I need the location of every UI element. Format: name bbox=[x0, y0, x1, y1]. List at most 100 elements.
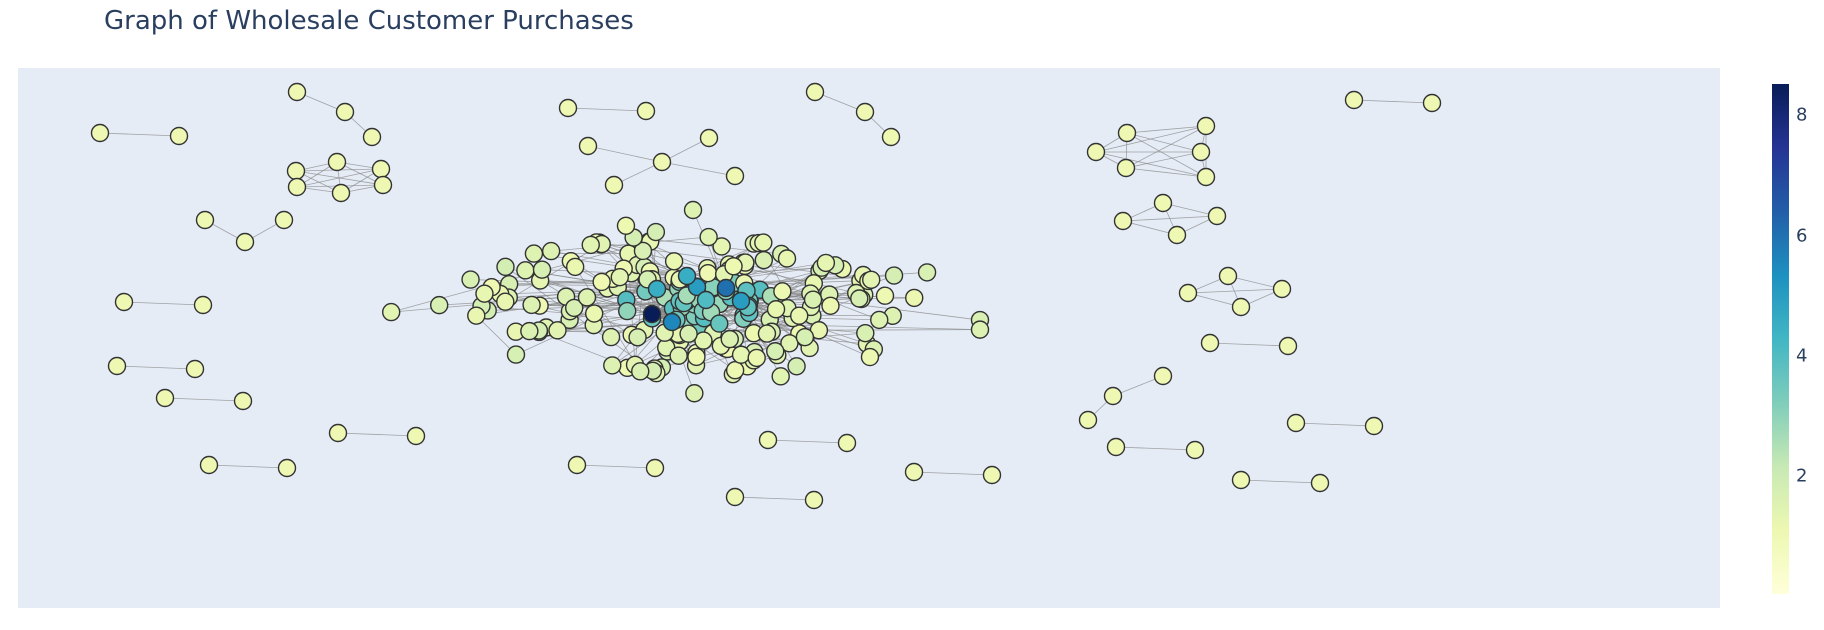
graph-node[interactable] bbox=[277, 458, 297, 478]
graph-node[interactable] bbox=[604, 175, 624, 195]
graph-node[interactable] bbox=[652, 152, 672, 172]
graph-node[interactable] bbox=[107, 356, 127, 376]
graph-node[interactable] bbox=[850, 289, 869, 308]
graph-node[interactable] bbox=[710, 314, 729, 333]
graph-node[interactable] bbox=[837, 433, 857, 453]
graph-node[interactable] bbox=[193, 295, 213, 315]
graph-node[interactable] bbox=[698, 263, 718, 283]
graph-node[interactable] bbox=[687, 347, 706, 367]
graph-node[interactable] bbox=[1286, 413, 1306, 433]
graph-node[interactable] bbox=[287, 82, 307, 102]
graph-node[interactable] bbox=[286, 161, 306, 181]
graph-node[interactable] bbox=[870, 310, 889, 330]
graph-node[interactable] bbox=[584, 304, 604, 323]
graph-node[interactable] bbox=[567, 455, 587, 475]
graph-node[interactable] bbox=[725, 361, 745, 380]
graph-node[interactable] bbox=[679, 324, 698, 343]
graph-node[interactable] bbox=[875, 286, 895, 305]
graph-node[interactable] bbox=[1113, 211, 1133, 231]
graph-node[interactable] bbox=[725, 166, 745, 186]
graph-node[interactable] bbox=[1153, 366, 1173, 386]
graph-node[interactable] bbox=[1178, 283, 1198, 303]
graph-node[interactable] bbox=[532, 260, 552, 279]
graph-node[interactable] bbox=[716, 278, 736, 298]
graph-node[interactable] bbox=[1196, 116, 1216, 136]
graph-node[interactable] bbox=[1278, 336, 1298, 356]
graph-node[interactable] bbox=[430, 295, 449, 315]
graph-node[interactable] bbox=[970, 320, 990, 339]
graph-node[interactable] bbox=[731, 291, 751, 311]
graph-node[interactable] bbox=[1422, 93, 1442, 113]
graph-node[interactable] bbox=[683, 200, 703, 220]
graph-node[interactable] bbox=[712, 237, 731, 256]
graph-node[interactable] bbox=[522, 295, 541, 315]
graph-node[interactable] bbox=[371, 159, 391, 179]
graph-node[interactable] bbox=[747, 348, 766, 368]
graph-node[interactable] bbox=[618, 301, 637, 321]
graph-node[interactable] bbox=[1310, 473, 1330, 493]
graph-node[interactable] bbox=[1196, 167, 1216, 187]
graph-node[interactable] bbox=[467, 306, 486, 325]
graph-node[interactable] bbox=[1364, 416, 1384, 436]
graph-node[interactable] bbox=[757, 324, 777, 343]
graph-node[interactable] bbox=[758, 430, 778, 450]
graph-node[interactable] bbox=[406, 426, 426, 446]
graph-node[interactable] bbox=[461, 270, 480, 289]
graph-node[interactable] bbox=[381, 302, 401, 322]
graph-node[interactable] bbox=[724, 257, 743, 276]
graph-node[interactable] bbox=[754, 250, 774, 270]
graph-node[interactable] bbox=[475, 284, 494, 303]
graph-node[interactable] bbox=[328, 423, 348, 443]
graph-node[interactable] bbox=[601, 327, 621, 347]
graph-node[interactable] bbox=[696, 290, 716, 310]
graph-node[interactable] bbox=[610, 267, 629, 287]
graph-node[interactable] bbox=[628, 328, 647, 347]
graph-node[interactable] bbox=[195, 210, 215, 230]
graph-node[interactable] bbox=[564, 298, 584, 318]
graph-node[interactable] bbox=[645, 458, 665, 478]
graph-node[interactable] bbox=[520, 321, 539, 341]
graph-node[interactable] bbox=[524, 244, 544, 263]
graph-node[interactable] bbox=[862, 270, 881, 289]
graph-node[interactable] bbox=[766, 342, 785, 361]
network-plot[interactable] bbox=[18, 68, 1720, 608]
graph-node[interactable] bbox=[1231, 470, 1251, 490]
graph-node[interactable] bbox=[558, 98, 578, 118]
graph-node[interactable] bbox=[565, 257, 585, 277]
graph-node[interactable] bbox=[496, 257, 515, 277]
graph-node[interactable] bbox=[685, 384, 704, 403]
graph-node[interactable] bbox=[1272, 279, 1292, 299]
graph-node[interactable] bbox=[1117, 123, 1137, 143]
graph-node[interactable] bbox=[699, 128, 719, 148]
graph-node[interactable] bbox=[855, 102, 875, 122]
graph-node[interactable] bbox=[592, 272, 611, 292]
graph-node[interactable] bbox=[662, 312, 682, 332]
graph-node[interactable] bbox=[541, 241, 561, 261]
graph-node[interactable] bbox=[581, 235, 600, 255]
graph-node[interactable] bbox=[199, 455, 219, 475]
graph-node[interactable] bbox=[720, 329, 739, 349]
graph-node[interactable] bbox=[233, 391, 253, 411]
graph-node[interactable] bbox=[1231, 297, 1251, 317]
graph-node[interactable] bbox=[804, 490, 824, 510]
graph-node[interactable] bbox=[603, 356, 622, 375]
graph-node[interactable] bbox=[516, 261, 535, 280]
graph-node[interactable] bbox=[699, 227, 718, 247]
graph-node[interactable] bbox=[677, 266, 697, 286]
graph-node[interactable] bbox=[331, 183, 351, 203]
graph-node[interactable] bbox=[816, 253, 836, 273]
graph-node[interactable] bbox=[185, 359, 205, 379]
graph-node[interactable] bbox=[631, 362, 650, 381]
graph-node[interactable] bbox=[1207, 206, 1227, 226]
graph-node[interactable] bbox=[771, 367, 790, 386]
graph-node[interactable] bbox=[694, 331, 713, 350]
graph-node[interactable] bbox=[1200, 333, 1220, 353]
graph-node[interactable] bbox=[335, 102, 355, 122]
graph-node[interactable] bbox=[1344, 90, 1364, 110]
graph-node[interactable] bbox=[235, 232, 255, 252]
graph-node[interactable] bbox=[766, 300, 786, 319]
graph-node[interactable] bbox=[362, 127, 382, 147]
graph-node[interactable] bbox=[856, 323, 875, 343]
graph-node[interactable] bbox=[155, 388, 175, 408]
graph-node[interactable] bbox=[327, 152, 347, 172]
